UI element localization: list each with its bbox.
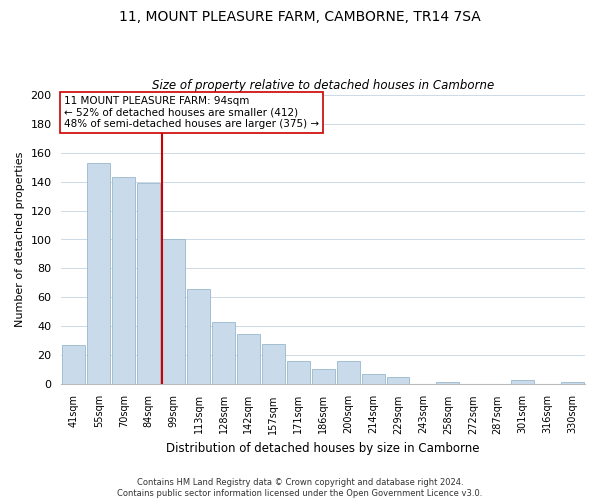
Bar	[561, 382, 584, 384]
Bar	[312, 368, 335, 384]
Bar	[287, 362, 310, 384]
Text: Contains HM Land Registry data © Crown copyright and database right 2024.
Contai: Contains HM Land Registry data © Crown c…	[118, 478, 482, 498]
Bar	[237, 334, 260, 384]
Title: Size of property relative to detached houses in Camborne: Size of property relative to detached ho…	[152, 79, 494, 92]
Text: 11 MOUNT PLEASURE FARM: 94sqm
← 52% of detached houses are smaller (412)
48% of : 11 MOUNT PLEASURE FARM: 94sqm ← 52% of d…	[64, 96, 319, 129]
X-axis label: Distribution of detached houses by size in Camborne: Distribution of detached houses by size …	[166, 442, 480, 455]
Bar	[137, 183, 160, 384]
Bar	[262, 344, 285, 385]
Bar	[112, 177, 135, 384]
Bar	[212, 322, 235, 384]
Bar	[436, 382, 460, 384]
Bar	[88, 162, 110, 384]
Y-axis label: Number of detached properties: Number of detached properties	[15, 152, 25, 327]
Bar	[337, 362, 359, 384]
Bar	[62, 346, 85, 385]
Bar	[162, 240, 185, 384]
Bar	[386, 377, 409, 384]
Bar	[362, 374, 385, 384]
Bar	[511, 380, 534, 384]
Text: 11, MOUNT PLEASURE FARM, CAMBORNE, TR14 7SA: 11, MOUNT PLEASURE FARM, CAMBORNE, TR14 …	[119, 10, 481, 24]
Bar	[187, 289, 210, 384]
